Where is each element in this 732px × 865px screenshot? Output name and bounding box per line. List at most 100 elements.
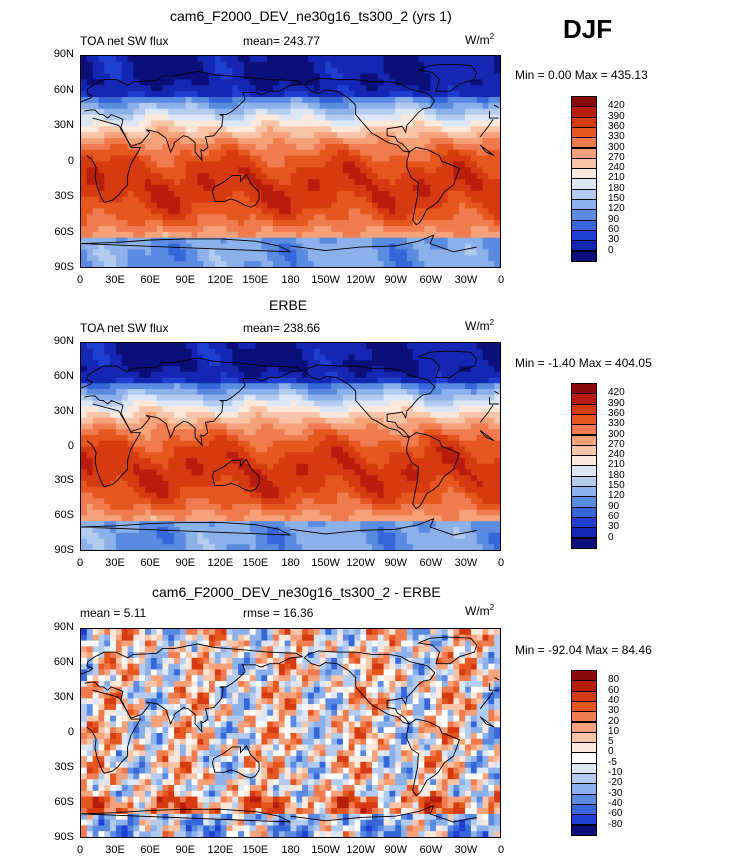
field-cell — [290, 366, 297, 373]
field-cell — [121, 73, 129, 81]
field-cell — [121, 360, 129, 367]
field-cell — [290, 492, 297, 499]
field-cell — [319, 446, 327, 453]
field-cell — [162, 377, 169, 384]
field-cell — [226, 184, 233, 192]
field-cell — [371, 406, 379, 413]
field-cell — [348, 446, 356, 453]
field-cell — [191, 184, 198, 192]
field-cell — [121, 486, 129, 494]
field-cell — [104, 261, 111, 267]
field-cell — [395, 79, 402, 86]
field-cell — [377, 452, 385, 459]
field-cell — [179, 190, 187, 198]
field-cell — [145, 179, 152, 186]
field-cell — [226, 343, 233, 350]
field-cell — [86, 527, 94, 534]
field-cell — [313, 161, 321, 168]
field-cell — [406, 486, 414, 494]
field-cell — [278, 255, 286, 262]
field-cell — [174, 114, 181, 122]
field-cell — [121, 249, 129, 256]
field-cell — [337, 360, 344, 367]
field-cell — [121, 527, 129, 534]
field-cell — [302, 155, 309, 163]
field-cell — [150, 446, 158, 453]
field-cell — [430, 143, 437, 151]
field-cell — [406, 149, 414, 157]
field-cell — [476, 509, 484, 517]
field-cell — [278, 173, 286, 180]
field-cell — [209, 255, 216, 262]
field-cell — [424, 492, 431, 499]
field-cell — [191, 366, 198, 373]
field-cell — [232, 440, 239, 448]
field-cell — [488, 440, 495, 448]
field-cell — [174, 161, 181, 168]
field-cell — [110, 261, 117, 267]
field-cell — [418, 56, 425, 63]
field-cell — [424, 486, 431, 494]
field-cell — [412, 149, 420, 157]
field-cell — [325, 475, 332, 482]
field-cell — [342, 61, 350, 69]
field-cell — [179, 196, 187, 204]
field-cell — [92, 102, 100, 110]
field-cell — [249, 214, 257, 221]
field-cell — [307, 56, 315, 63]
field-cell — [342, 225, 350, 233]
field-cell — [197, 67, 204, 75]
field-cell — [424, 521, 431, 528]
field-cell — [325, 184, 332, 192]
field-cell — [179, 504, 187, 511]
field-cell — [459, 91, 466, 98]
field-cell — [278, 102, 286, 110]
field-cell — [203, 67, 210, 75]
field-cell — [104, 173, 111, 180]
field-cell — [115, 481, 123, 488]
field-cell — [261, 343, 268, 350]
field-cell — [92, 249, 100, 256]
field-cell — [150, 412, 158, 419]
field-cell — [337, 220, 344, 227]
field-cell — [313, 383, 321, 390]
field-cell — [366, 237, 373, 245]
field-cell — [232, 161, 239, 168]
field-cell — [476, 475, 484, 482]
field-cell — [284, 406, 292, 413]
field-cell — [273, 196, 280, 204]
field-cell — [197, 120, 204, 127]
field-cell — [296, 120, 303, 127]
field-cell — [249, 97, 257, 104]
field-cell — [127, 354, 134, 361]
field-cell — [476, 97, 484, 104]
field-cell — [191, 61, 198, 69]
field-cell — [255, 220, 262, 227]
field-cell — [104, 208, 111, 215]
field-cell — [255, 261, 262, 267]
field-cell — [232, 231, 239, 239]
field-cell — [366, 138, 373, 145]
field-cell — [412, 400, 420, 407]
field-cell — [214, 429, 222, 436]
field-cell — [255, 348, 262, 356]
field-cell — [284, 521, 292, 528]
field-cell — [110, 85, 117, 92]
field-cell — [145, 196, 152, 204]
field-cell — [290, 463, 297, 471]
field-cell — [337, 173, 344, 180]
field-cell — [290, 143, 297, 151]
field-cell — [267, 184, 274, 192]
field-cell — [278, 452, 286, 459]
field-cell — [150, 504, 158, 511]
field-cell — [110, 463, 117, 471]
field-cell — [261, 231, 268, 239]
field-cell — [435, 486, 443, 494]
field-cell — [127, 400, 134, 407]
field-cell — [174, 208, 181, 215]
field-cell — [179, 383, 187, 390]
field-cell — [220, 143, 228, 151]
field-cell — [127, 435, 134, 442]
field-cell — [243, 184, 251, 192]
field-cell — [278, 184, 286, 192]
